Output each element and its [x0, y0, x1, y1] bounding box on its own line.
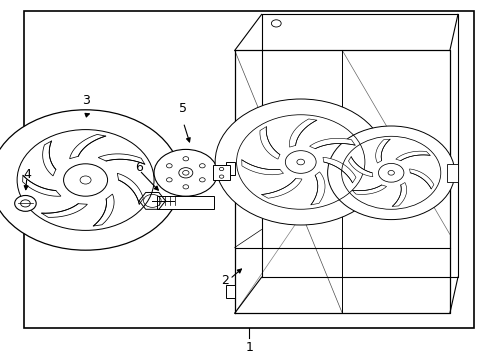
- Text: 1: 1: [245, 341, 253, 354]
- Polygon shape: [289, 119, 316, 147]
- Polygon shape: [395, 151, 429, 161]
- Polygon shape: [322, 157, 355, 183]
- Polygon shape: [310, 172, 325, 205]
- Circle shape: [0, 110, 181, 250]
- Text: 3: 3: [81, 94, 89, 107]
- Polygon shape: [309, 138, 354, 149]
- Polygon shape: [41, 204, 87, 217]
- Text: 5: 5: [179, 102, 187, 114]
- Polygon shape: [391, 183, 406, 206]
- Circle shape: [63, 164, 107, 196]
- Bar: [157, 196, 214, 209]
- Polygon shape: [408, 169, 433, 189]
- Circle shape: [154, 149, 217, 196]
- Polygon shape: [260, 127, 279, 159]
- Circle shape: [327, 126, 454, 220]
- Polygon shape: [375, 139, 389, 163]
- Polygon shape: [22, 175, 61, 196]
- Polygon shape: [351, 185, 386, 194]
- Circle shape: [285, 150, 315, 173]
- Bar: [447, 164, 457, 182]
- Bar: [225, 285, 234, 298]
- Polygon shape: [69, 134, 105, 159]
- Text: 2: 2: [221, 274, 228, 287]
- Polygon shape: [93, 194, 114, 226]
- Circle shape: [215, 99, 386, 225]
- Bar: [225, 162, 234, 175]
- Circle shape: [15, 195, 36, 211]
- Polygon shape: [117, 173, 143, 204]
- Polygon shape: [348, 157, 372, 177]
- Bar: [24, 11, 473, 328]
- Polygon shape: [42, 141, 56, 176]
- Circle shape: [378, 163, 403, 182]
- Text: 4: 4: [23, 168, 31, 181]
- Polygon shape: [241, 160, 283, 175]
- Polygon shape: [234, 50, 449, 313]
- Bar: [212, 165, 230, 180]
- Text: 6: 6: [135, 161, 143, 174]
- Polygon shape: [98, 154, 144, 164]
- Polygon shape: [261, 179, 302, 198]
